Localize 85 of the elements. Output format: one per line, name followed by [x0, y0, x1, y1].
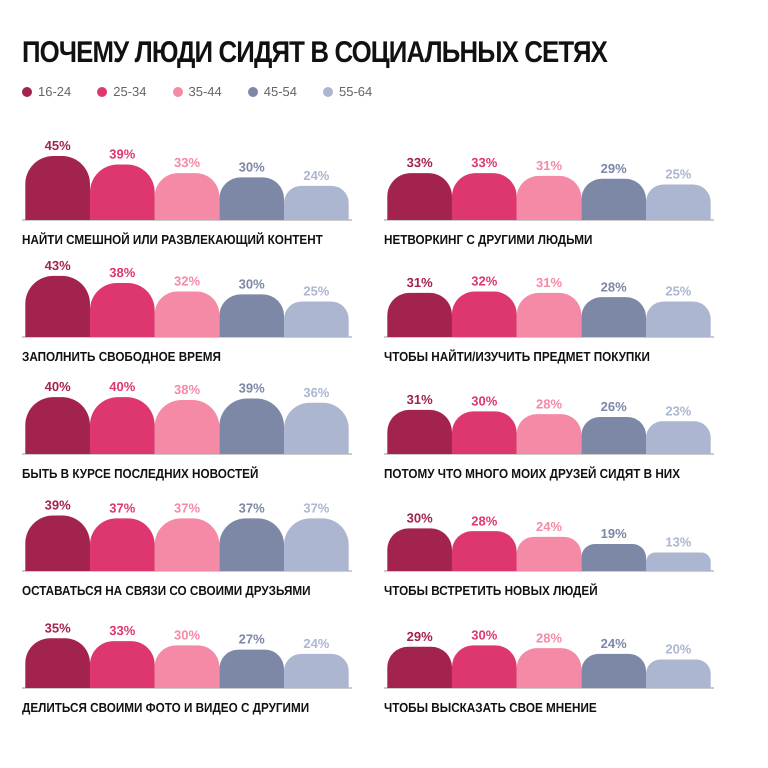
data-label: 30% — [238, 276, 266, 292]
data-label: 32% — [174, 274, 200, 289]
data-label: 43% — [44, 258, 72, 273]
legend-label: 45-54 — [264, 84, 297, 99]
bar — [219, 650, 284, 688]
data-label: 38% — [174, 382, 200, 398]
data-label: 30% — [174, 627, 200, 642]
data-label: 31% — [406, 392, 434, 407]
bar — [646, 552, 711, 571]
data-label: 31% — [536, 274, 562, 290]
legend-label: 55-64 — [339, 84, 372, 99]
data-label: 31% — [536, 158, 562, 173]
data-label: 30% — [406, 510, 434, 526]
data-label: 37% — [109, 500, 136, 516]
data-label: 25% — [665, 284, 692, 299]
data-label: 31% — [406, 274, 434, 290]
bar — [387, 646, 452, 688]
data-label: 39% — [44, 498, 72, 513]
data-label: 45% — [44, 138, 72, 154]
bar — [581, 297, 646, 337]
data-label: 28% — [536, 396, 562, 412]
data-label: 24% — [303, 168, 330, 183]
data-label: 33% — [109, 623, 136, 638]
data-label: 23% — [665, 403, 692, 418]
bar — [646, 301, 711, 337]
data-label: 28% — [600, 279, 628, 294]
data-label: 26% — [600, 399, 628, 414]
data-label: 37% — [303, 500, 330, 516]
data-label: 28% — [471, 513, 498, 528]
bar — [646, 184, 711, 220]
data-label: 38% — [109, 265, 136, 280]
bar — [581, 654, 646, 688]
x-axis-title: ЧТОБЫ ВСТРЕТИТЬ НОВЫХ ЛЮДЕЙ — [384, 583, 599, 598]
data-label: 28% — [536, 630, 562, 646]
data-label: 24% — [303, 636, 330, 651]
data-label: 32% — [471, 274, 498, 289]
x-axis-title: ЧТОБЫ ВЫСКАЗАТЬ СВОЕ МНЕНИЕ — [384, 700, 598, 715]
bar — [581, 417, 646, 454]
data-label: 13% — [665, 534, 692, 550]
data-label: 33% — [406, 155, 434, 170]
data-label: 30% — [238, 159, 266, 174]
data-label: 25% — [665, 166, 692, 182]
x-axis-title: БЫТЬ В КУРСЕ ПОСЛЕДНИХ НОВОСТЕЙ — [22, 466, 260, 481]
x-axis-title: ДЕЛИТЬСЯ СВОИМИ ФОТО И ВИДЕО С ДРУГИМИ — [22, 700, 310, 715]
data-label: 29% — [406, 628, 434, 644]
bar — [581, 544, 646, 571]
data-label: 39% — [109, 146, 136, 162]
bar — [284, 186, 349, 220]
data-label: 33% — [174, 155, 200, 170]
data-label: 30% — [471, 393, 498, 408]
chart-title: ПОЧЕМУ ЛЮДИ СИДЯТ В СОЦИАЛЬНЫХ СЕТЯХ — [22, 36, 608, 70]
data-label: 40% — [44, 379, 72, 394]
bar — [646, 421, 711, 454]
data-label: 29% — [600, 160, 628, 176]
data-label: 37% — [174, 500, 200, 516]
bar — [516, 414, 582, 454]
data-label: 30% — [471, 627, 498, 642]
bar — [284, 301, 349, 337]
bar — [516, 536, 582, 571]
legend-label: 16-24 — [38, 84, 72, 99]
data-label: 25% — [303, 284, 330, 299]
data-label: 40% — [109, 379, 136, 394]
x-axis-title: ОСТАВАТЬСЯ НА СВЯЗИ СО СВОИМИ ДРУЗЬЯМИ — [22, 583, 312, 598]
data-label: 24% — [600, 636, 628, 651]
bar — [581, 178, 646, 220]
data-label: 19% — [600, 526, 628, 542]
x-axis-title: ПОТОМУ ЧТО МНОГО МОИХ ДРУЗЕЙ СИДЯТ В НИХ — [384, 466, 682, 481]
data-label: 39% — [238, 380, 266, 396]
x-axis-title: НАЙТИ СМЕШНОЙ ИЛИ РАЗВЛЕКАЮЩИЙ КОНТЕНТ — [22, 232, 324, 247]
legend-label: 25-34 — [113, 84, 146, 99]
data-label: 24% — [536, 518, 562, 534]
bar — [516, 648, 582, 688]
bar — [452, 531, 517, 571]
data-label: 35% — [44, 620, 72, 636]
bar — [284, 654, 349, 688]
data-label: 20% — [665, 642, 692, 657]
x-axis-title: НЕТВОРКИНГ С ДРУГИМИ ЛЮДЬМИ — [384, 232, 594, 247]
data-label: 37% — [238, 500, 266, 516]
data-label: 33% — [471, 155, 498, 170]
bar — [646, 660, 711, 688]
x-axis-title: ЧТОБЫ НАЙТИ/ИЗУЧИТЬ ПРЕДМЕТ ПОКУПКИ — [384, 349, 651, 364]
data-label: 27% — [238, 632, 266, 647]
legend-label: 35-44 — [188, 84, 222, 99]
x-axis-title: ЗАПОЛНИТЬ СВОБОДНОЕ ВРЕМЯ — [22, 349, 222, 364]
data-label: 36% — [303, 384, 330, 400]
